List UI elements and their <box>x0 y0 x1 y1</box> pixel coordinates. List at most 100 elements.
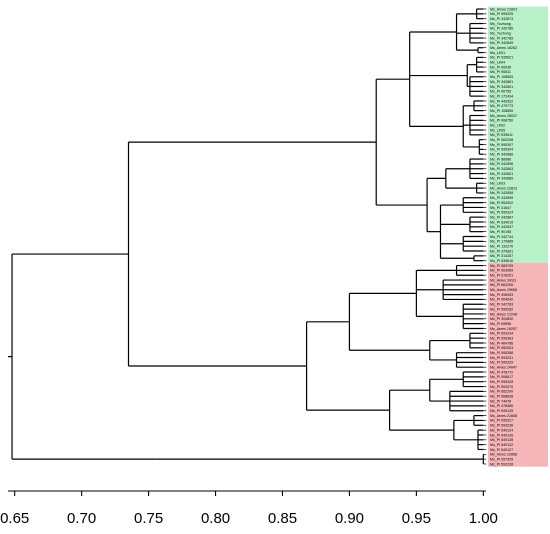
leaf-background <box>488 311 548 317</box>
leaf-background <box>488 282 548 288</box>
leaf-label: Ms_PI 342786 <box>490 27 513 31</box>
leaf-background <box>488 50 548 56</box>
leaf-label: Ms_PI 503969 <box>490 269 513 273</box>
leaf-label: Ms_Ames 28037 <box>490 114 517 118</box>
leaf-background <box>488 127 548 133</box>
leaf-background <box>488 345 548 351</box>
leaf-background <box>488 6 548 12</box>
leaf-label: Ms_PI 31647 <box>490 206 511 210</box>
leaf-label: Ms_PI 90755 <box>490 90 511 94</box>
leaf-background <box>488 190 548 196</box>
leaf-background <box>488 195 548 201</box>
leaf-background <box>488 437 548 443</box>
leaf-label: Ms_PI 498053 <box>490 293 513 297</box>
leaf-background <box>488 30 548 36</box>
leaf-label: Ms_Ames 21608 <box>490 414 517 418</box>
leaf-background <box>488 35 548 41</box>
leaf-background <box>488 93 548 99</box>
leaf-label: Ms_PI 304830 <box>490 317 513 321</box>
leaf-label: Ms_PI 535621 <box>490 56 513 60</box>
leaf-background <box>488 146 548 153</box>
dendrogram-branches <box>8 8 484 464</box>
leaf-label: Ms_PI 549125 <box>490 409 513 413</box>
leaf-background <box>488 205 548 211</box>
leaf-background <box>488 45 548 51</box>
leaf-background <box>488 142 548 148</box>
leaf-background <box>488 350 548 356</box>
leaf-background <box>488 84 548 90</box>
leaf-label: Ms_PI 132270 <box>490 244 513 248</box>
leaf-label: Ms_PI 634019 <box>490 220 513 224</box>
leaf-label: Ms_PI 557525 <box>490 457 513 461</box>
leaf-background <box>488 369 548 375</box>
leaf-label: Ms_PI 172434 <box>490 94 513 98</box>
leaf-label: Ms_PI 108653 <box>490 75 513 79</box>
leaf-label: Ms_PI 549128 <box>490 438 513 442</box>
leaf-label: Ms_PI 179885 <box>490 240 513 244</box>
leaf-background <box>488 122 548 128</box>
leaf-label: Ms_PI 342858 <box>490 191 513 195</box>
leaf-background <box>488 263 548 269</box>
leaf-label: Ms_PI 342896 <box>490 162 513 166</box>
leaf-background <box>488 277 548 283</box>
leaf-background <box>488 185 548 191</box>
leaf-label: Ms_PI 553070 <box>490 385 513 389</box>
leaf-label: Ms_PI 593231 <box>490 356 513 360</box>
leaf-background <box>488 117 548 124</box>
leaf-label: Ms_PI 90035 <box>490 65 511 69</box>
leaf-background <box>488 272 548 278</box>
leaf-background <box>488 326 548 332</box>
leaf-label: Ms_PI 583709 <box>490 264 513 268</box>
leaf-label: Ms_PI 663206 <box>490 283 513 287</box>
leaf-label: Ms_Ames 18262 <box>490 46 517 50</box>
leaf-background <box>488 359 548 366</box>
leaf-label: Ms_PI 508617 <box>490 375 513 379</box>
leaf-background <box>488 161 548 167</box>
leaf-label: Ms_PI 342801 <box>490 85 513 89</box>
leaf-label: Ms_PI 479773 <box>490 104 513 108</box>
leaf-label: Ms_PI 662200 <box>490 390 513 394</box>
leaf-label: Ms_PI 539616 <box>490 259 513 263</box>
leaf-background <box>488 219 548 225</box>
leaf-background <box>488 171 548 177</box>
leaf-background <box>488 214 548 220</box>
leaf-background <box>488 432 548 438</box>
leaf-background <box>488 461 548 467</box>
leaf-label-backgrounds <box>488 6 548 467</box>
leaf-background <box>488 137 548 143</box>
leaf-label: Ms_PI 342783 <box>490 303 513 307</box>
leaf-background <box>488 234 548 240</box>
leaf-label: Ms_PI 595282 <box>490 307 513 311</box>
leaf-background <box>488 253 548 259</box>
leaf-background <box>488 180 548 186</box>
leaf-label: Ms_PI 342849 <box>490 41 513 45</box>
leaf-label: Ms_PI 549122 <box>490 443 513 447</box>
leaf-background <box>488 88 548 95</box>
leaf-label: Ms_PI 314287 <box>490 254 513 258</box>
leaf-label: Ms_LK04 <box>490 61 505 65</box>
leaf-label: Ms_PI 90198 <box>490 230 511 234</box>
leaf-background <box>488 384 548 390</box>
leaf-background <box>488 442 548 448</box>
leaf-label: Ms_Ames 22813 <box>490 186 517 190</box>
leaf-label: Ms_PI 504542 <box>490 298 513 302</box>
leaf-background <box>488 335 548 341</box>
leaf-background <box>488 79 548 85</box>
leaf-background <box>488 59 548 65</box>
axis-tick-label: 0.85 <box>268 510 297 527</box>
leaf-label: Ms_PI 478466 <box>490 404 513 408</box>
leaf-label: Ms_PI 478772 <box>490 370 513 374</box>
similarity-axis: 0.65 0.70 0.75 0.80 0.85 0.90 0.95 1.00 <box>0 490 498 527</box>
leaf-background <box>488 393 548 399</box>
leaf-label: Ms_Ames 24047 <box>490 365 517 369</box>
leaf-background <box>488 108 548 114</box>
leaf-label: Ms_PI 552002 <box>490 201 513 205</box>
leaf-background <box>488 69 548 75</box>
leaf-label: Ms_Ames 21823 <box>490 7 517 11</box>
leaf-label: Ms_PI 342887 <box>490 215 513 219</box>
leaf-background <box>488 447 548 453</box>
leaf-background <box>488 243 548 249</box>
axis-tick-label: 1.00 <box>469 510 498 527</box>
leaf-background <box>488 297 548 303</box>
leaf-label: Ms_LK03 <box>490 182 505 186</box>
